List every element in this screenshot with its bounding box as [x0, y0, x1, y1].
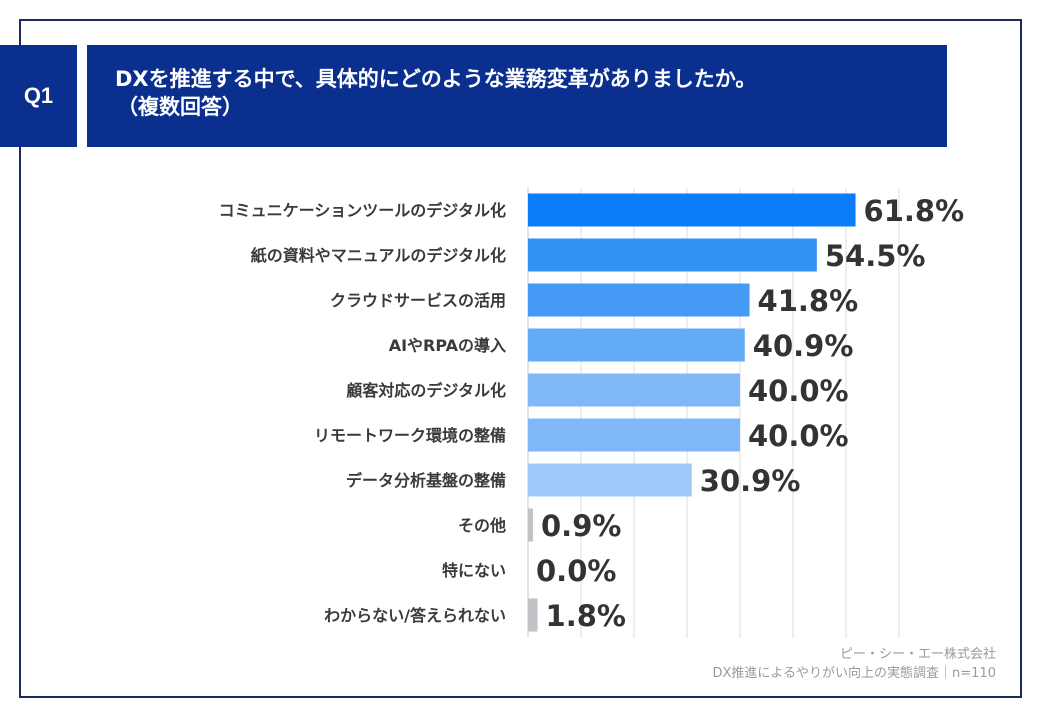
bar: [528, 238, 817, 272]
title-line-2: （複数回答）: [117, 95, 243, 119]
data-label: 0.9%: [541, 509, 621, 543]
bar: [528, 463, 692, 497]
bar: [528, 193, 856, 227]
data-label: 41.8%: [758, 284, 859, 318]
bar: [528, 508, 533, 542]
bar: [528, 373, 740, 407]
data-label: 30.9%: [700, 464, 801, 498]
category-label: わからない/答えられない: [324, 606, 506, 625]
category-label: その他: [458, 516, 506, 535]
category-label: AIやRPAの導入: [389, 336, 506, 355]
data-label: 40.9%: [753, 329, 854, 363]
category-label: コミュニケーションツールのデジタル化: [219, 201, 506, 220]
question-number: Q1: [0, 45, 77, 147]
bar: [528, 283, 750, 317]
bar: [528, 418, 740, 452]
chart-frame: [19, 19, 1022, 698]
category-label: クラウドサービスの活用: [330, 291, 506, 310]
source-note: ピー・シー・エー株式会社 DX推進によるやりがい向上の実態調査｜n=110: [713, 645, 996, 683]
data-label: 0.0%: [536, 554, 616, 588]
question-title: DXを推進する中で、具体的にどのような業務変革がありましたか。 （複数回答）: [87, 45, 947, 147]
data-label: 40.0%: [748, 374, 849, 408]
data-label: 61.8%: [864, 194, 965, 228]
data-label: 54.5%: [825, 239, 926, 273]
data-label: 1.8%: [546, 599, 626, 633]
title-line-1: DXを推進する中で、具体的にどのような業務変革がありましたか。: [115, 67, 757, 91]
category-label: 紙の資料やマニュアルのデジタル化: [251, 246, 506, 265]
data-label: 40.0%: [748, 419, 849, 453]
category-label: リモートワーク環境の整備: [314, 426, 506, 445]
bar: [528, 598, 538, 632]
category-label: データ分析基盤の整備: [346, 471, 506, 490]
source-survey: DX推進によるやりがい向上の実態調査｜n=110: [712, 666, 996, 681]
bar: [528, 328, 745, 362]
category-label: 特にない: [442, 561, 506, 580]
category-label: 顧客対応のデジタル化: [346, 381, 506, 400]
source-company: ピー・シー・エー株式会社: [839, 647, 996, 662]
